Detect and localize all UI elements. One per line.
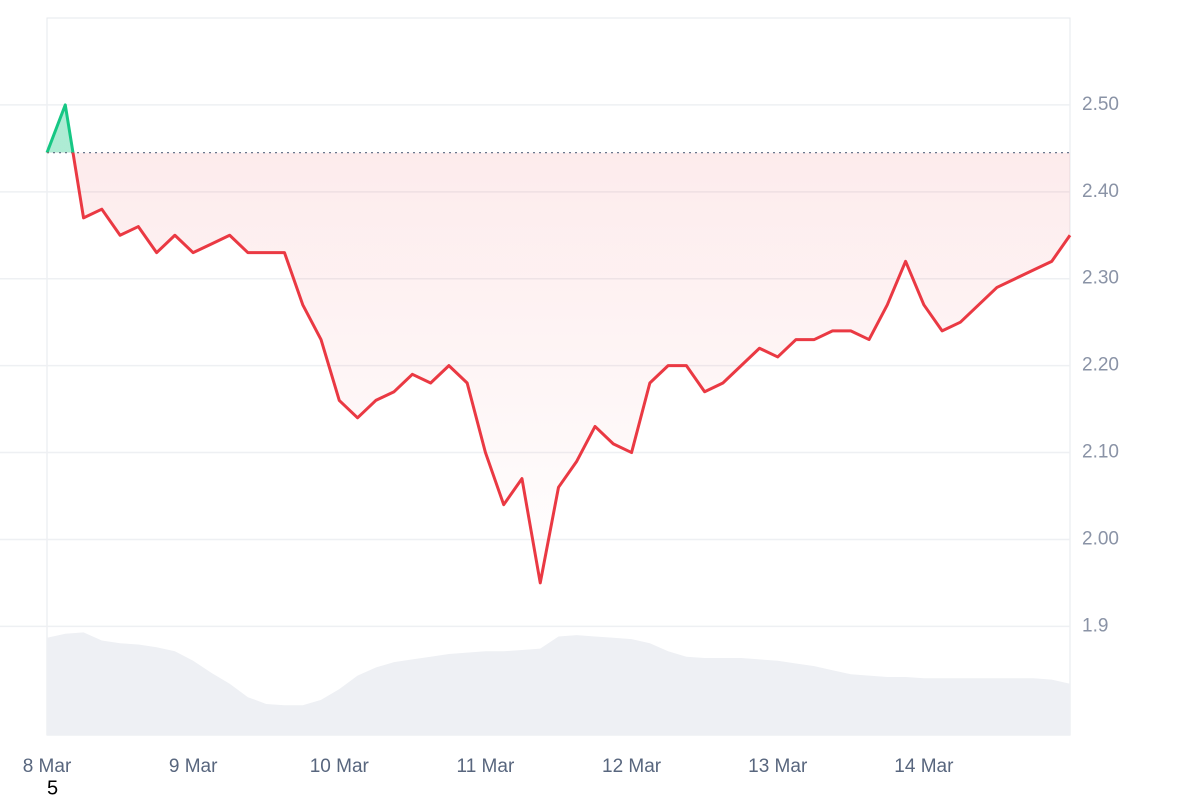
y-tick-label: 2.40 [1082,181,1119,202]
price-line [45,103,1072,585]
y-tick-label: 1.9 [1082,615,1108,636]
price-area [47,104,1070,583]
y-tick-label: 2.20 [1082,355,1119,376]
x-tick-label: 11 Mar [457,756,515,777]
y-tick-label: 2.10 [1082,442,1119,463]
x-tick-label: 13 Mar [748,756,808,777]
corner-label: 5 [47,777,58,799]
volume-area [47,632,1070,735]
x-tick-label: 14 Mar [894,756,954,777]
y-tick-label: 2.50 [1082,94,1119,115]
x-tick-label: 8 Mar [23,756,72,777]
x-tick-label: 12 Mar [602,756,662,777]
x-tick-label: 10 Mar [310,756,370,777]
x-tick-label: 9 Mar [169,756,218,777]
y-tick-label: 2.00 [1082,528,1119,549]
y-tick-label: 2.30 [1082,268,1119,289]
